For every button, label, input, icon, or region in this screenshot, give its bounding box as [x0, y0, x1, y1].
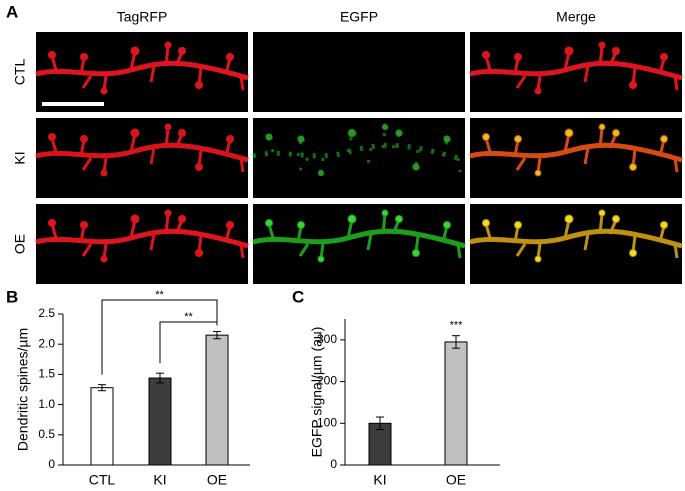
x-tick-label: OE: [207, 472, 227, 488]
column-label: EGFP: [340, 9, 378, 25]
significance-bracket: [101, 299, 218, 375]
y-tick-label: 200: [317, 374, 337, 388]
significance-label: **: [155, 289, 164, 301]
bar: [444, 341, 468, 466]
x-tick-label: KI: [373, 472, 386, 488]
significance-bracket: [159, 321, 218, 364]
significance-label: ***: [450, 320, 464, 332]
y-tick-label: 0.5: [38, 427, 55, 441]
x-tick-label: KI: [153, 472, 166, 488]
bar: [148, 377, 172, 466]
x-tick-label: OE: [446, 472, 466, 488]
y-tick-label: 1.5: [38, 367, 55, 381]
panel-label: A: [6, 2, 18, 21]
bar: [205, 334, 229, 466]
y-axis-label: Dendritic spines/µm: [15, 328, 31, 451]
column-label: TagRFP: [117, 9, 168, 25]
y-axis-label: EGFP signal/µm (au): [309, 327, 325, 458]
panel-label: C: [292, 287, 304, 306]
y-tick-label: 2.0: [38, 336, 55, 350]
y-tick-label: 0: [330, 457, 337, 471]
y-tick-label: 100: [317, 415, 337, 429]
significance-label: **: [184, 311, 193, 323]
y-tick-label: 2.5: [38, 306, 55, 320]
x-tick-label: CTL: [89, 472, 116, 488]
column-label: Merge: [556, 9, 596, 25]
row-label: CTL: [12, 59, 28, 86]
panel-label: B: [6, 287, 18, 306]
y-tick-label: 1.0: [38, 397, 55, 411]
micrographs: [36, 32, 682, 284]
bar: [90, 387, 114, 466]
row-label: OE: [12, 234, 28, 254]
y-tick-label: 0: [48, 457, 55, 471]
y-tick-label: 300: [317, 332, 337, 346]
row-label: KI: [12, 151, 28, 164]
